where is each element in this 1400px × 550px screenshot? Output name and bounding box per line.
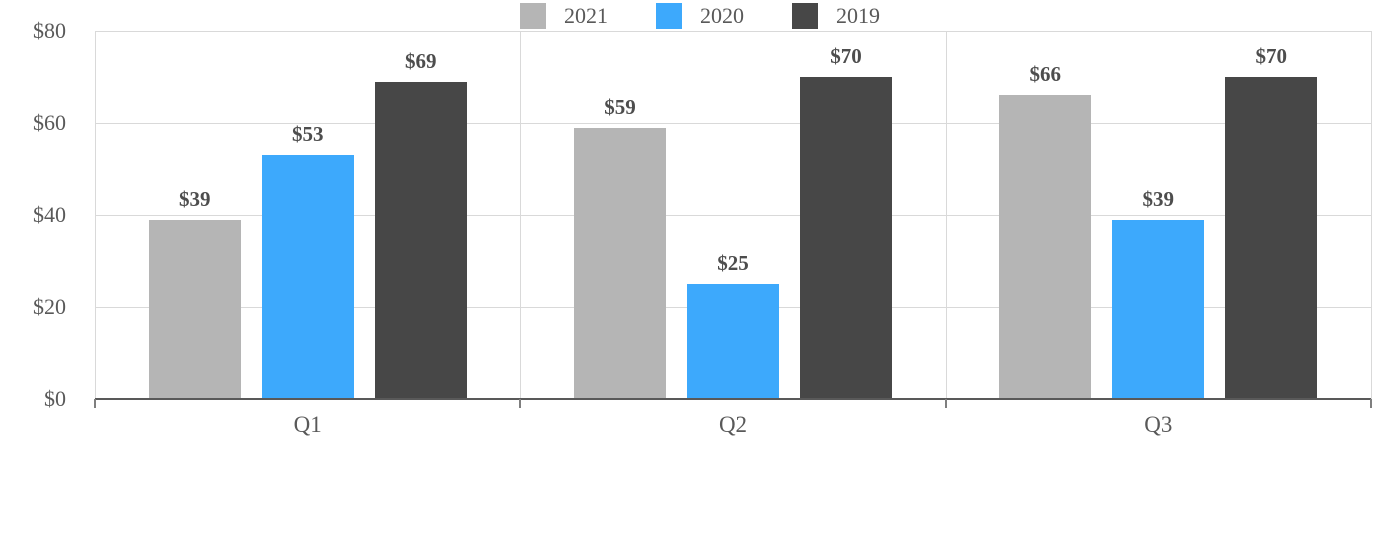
legend-label: 2019 <box>836 3 880 28</box>
axis-tick <box>94 399 96 408</box>
y-tick-label: $40 <box>33 202 66 227</box>
y-tick-label: $60 <box>33 110 66 135</box>
bar-value-label: $53 <box>291 122 324 147</box>
bar <box>261 155 354 399</box>
legend: 2021 2020 2019 <box>0 0 1400 32</box>
bar <box>1225 77 1318 399</box>
legend-label: 2020 <box>700 3 744 28</box>
panel-divider <box>945 31 947 399</box>
legend-swatch <box>792 3 818 29</box>
bar-value-label: $69 <box>404 48 437 73</box>
bar-value-label: $59 <box>604 94 636 119</box>
panel-divider <box>95 31 96 399</box>
gridline <box>95 215 1371 216</box>
bar-value-label: $70 <box>1255 44 1288 68</box>
bar-value-label: $39 <box>178 186 211 211</box>
x-axis-line <box>95 398 1371 400</box>
legend-swatch <box>520 3 546 29</box>
legend-label: 2021 <box>564 3 608 28</box>
legend-item: 2020 <box>656 3 744 29</box>
y-tick-label: $0 <box>44 386 66 411</box>
axis-tick <box>1370 399 1372 408</box>
legend-item: 2021 <box>520 3 608 29</box>
bar <box>574 127 666 399</box>
y-tick-label: $20 <box>33 294 66 319</box>
bar <box>148 219 241 399</box>
gridline <box>95 123 1371 124</box>
panel-divider <box>520 31 522 399</box>
x-tick-label: Q1 <box>293 412 322 437</box>
x-tick-label: Q2 <box>718 412 748 437</box>
bar <box>999 95 1092 399</box>
legend-swatch <box>656 3 682 29</box>
axis-tick <box>519 399 522 408</box>
bar <box>1112 219 1205 399</box>
bar-value-label: $70 <box>830 44 862 68</box>
bar <box>374 81 467 399</box>
legend-item: 2019 <box>792 3 880 29</box>
gridline <box>95 31 1371 32</box>
bar <box>800 77 892 399</box>
axis-tick <box>944 399 947 408</box>
bar-value-label: $66 <box>1029 62 1062 87</box>
x-tick-label: Q3 <box>1144 412 1173 437</box>
bar <box>687 284 779 399</box>
panel-divider <box>1371 31 1372 399</box>
y-tick-label: $80 <box>33 18 66 43</box>
bar-value-label: $39 <box>1142 186 1175 211</box>
bar-value-label: $25 <box>717 251 749 275</box>
